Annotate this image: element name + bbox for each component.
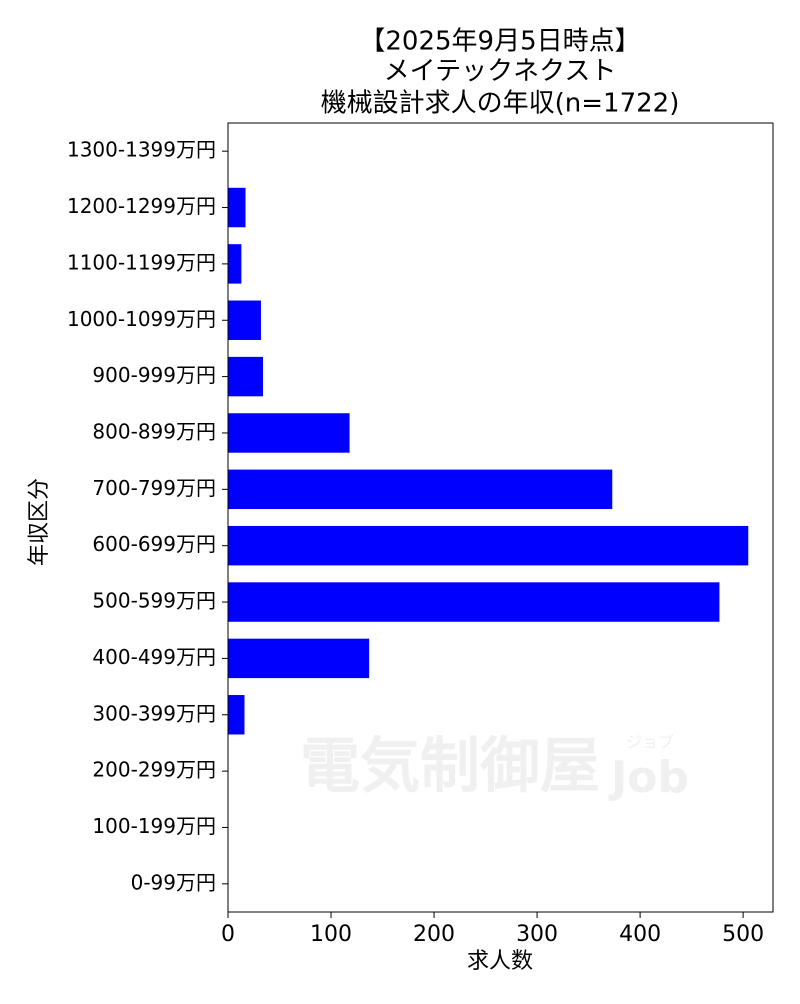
x-tick-label: 200 — [413, 922, 455, 947]
y-tick-label: 1200-1299万円 — [67, 194, 216, 218]
plot-frame — [227, 122, 774, 913]
bar — [228, 525, 749, 566]
bar — [228, 413, 350, 453]
x-tick-label: 400 — [619, 922, 661, 947]
bar — [228, 582, 720, 622]
x-tick-label: 100 — [310, 922, 352, 947]
bar — [228, 300, 261, 340]
y-tick-label: 500-599万円 — [92, 589, 216, 613]
y-tick-label: 700-799万円 — [92, 476, 216, 500]
x-tick-label: 300 — [516, 922, 558, 947]
y-tick-label: 200-299万円 — [92, 758, 216, 782]
y-tick-label: 1300-1399万円 — [67, 138, 216, 162]
y-tick-label: 1000-1099万円 — [67, 307, 216, 331]
y-tick-label: 800-899万円 — [92, 419, 216, 443]
bar — [228, 638, 370, 679]
y-tick-label: 1100-1199万円 — [67, 250, 216, 274]
y-tick-label: 100-199万円 — [92, 814, 216, 838]
chart-title: 機械設計求人の年収(n=1722) — [321, 89, 680, 119]
y-tick-label: 400-499万円 — [92, 645, 216, 669]
x-axis-label: 求人数 — [467, 949, 533, 974]
y-tick-label: 900-999万円 — [92, 363, 216, 387]
bar — [228, 469, 613, 510]
y-axis-label: 年収区分 — [27, 478, 52, 566]
y-tick-label: 0-99万円 — [131, 870, 216, 894]
watermark: ジョブ — [626, 733, 674, 752]
y-tick-label: 300-399万円 — [92, 701, 216, 725]
y-tick-label: 600-699万円 — [92, 532, 216, 556]
bar — [228, 695, 245, 735]
x-tick-label: 500 — [722, 922, 764, 947]
chart-title: 【2025年9月5日時点】 — [359, 27, 640, 57]
watermark: Job — [608, 752, 689, 803]
bar — [228, 187, 246, 228]
watermark: 電気制御屋 — [300, 732, 600, 802]
chart-title: メイテックネクスト — [384, 57, 617, 87]
bar — [228, 356, 264, 397]
x-tick-label: 0 — [221, 922, 235, 947]
bar — [228, 244, 242, 284]
